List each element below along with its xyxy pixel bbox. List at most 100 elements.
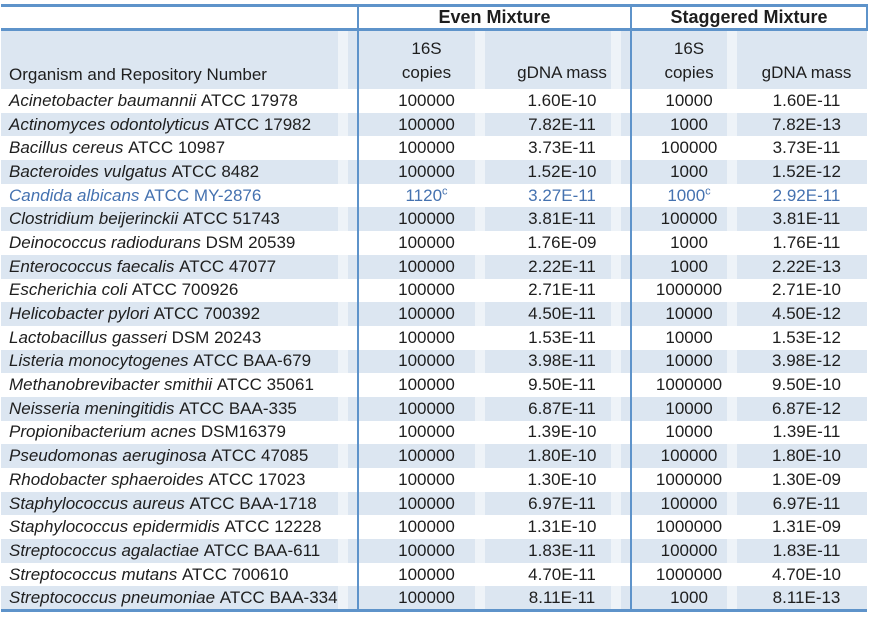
copies-header-line2: copies [664, 63, 714, 82]
organism-group-header-spacer [1, 4, 358, 31]
staggered-16s-copies-value: 1000 [670, 161, 708, 181]
even-gdna-mass-cell: 1.30E-10 [494, 468, 631, 492]
organism-repository-number: ATCC 8482 [171, 161, 260, 181]
staggered-16s-copies-value: 1000000 [655, 469, 723, 489]
organism-repository-number: ATCC 700926 [131, 280, 239, 300]
even-16s-copies-cell: 100000 [357, 231, 494, 255]
even-gdna-mass-cell: 3.98E-11 [494, 349, 632, 374]
even-gdna-mass-cell: 9.50E-11 [494, 373, 631, 397]
even-16s-copies-cell: 100000 [357, 468, 494, 492]
even-16s-copies-value: 100000 [398, 90, 455, 110]
staggered-mixture-group-header: Staggered Mixture [630, 4, 869, 31]
even-gdna-mass-cell: 1.76E-09 [494, 231, 631, 255]
even-16s-copies-value: 100000 [398, 209, 455, 229]
organism-column-header: Organism and Repository Number [1, 29, 358, 89]
even-16s-copies-cell: 1120c [357, 183, 494, 208]
even-mixture-group-header: Even Mixture [356, 4, 633, 31]
organism-cell: Candida albicans ATCC MY-2876 [1, 183, 358, 208]
table-body: Acinetobacter baumannii ATCC 17978 100000… [1, 89, 868, 612]
organism-species-name: Bacteroides vulgatus [9, 161, 167, 181]
organism-repository-number: ATCC 51743 [182, 209, 280, 229]
organism-species-name: Staphylococcus aureus [9, 493, 185, 513]
organism-repository-number: ATCC BAA-611 [203, 540, 321, 560]
even-gdna-mass-cell: 3.27E-11 [494, 183, 631, 208]
staggered-16s-copies-value: 1000000 [655, 517, 723, 537]
staggered-16s-copies-value: 1000 [670, 256, 708, 276]
even-gdna-mass-cell: 4.50E-11 [494, 302, 632, 326]
organism-cell: Acinetobacter baumannii ATCC 17978 [1, 89, 358, 113]
staggered-gdna-mass-cell: 1.39E-11 [772, 422, 841, 442]
staggered-16s-copies-value: 10000 [665, 327, 713, 347]
staggered-gdna-mass-cell: 6.97E-11 [746, 491, 868, 516]
even-16s-copies-cell: 100000 [357, 515, 494, 540]
staggered-16s-copies-cell: 1000c [630, 183, 747, 208]
organism-cell: Propionibacterium acnes DSM16379 [1, 420, 358, 445]
staggered-gdna-mass-cell: 1.52E-12 [746, 160, 868, 184]
organism-repository-number: ATCC 35061 [216, 375, 314, 395]
table-row: Propionibacterium acnes DSM16379 100000 1… [1, 420, 867, 445]
organism-repository-number: ATCC 47085 [211, 446, 309, 466]
organism-species-name: Candida albicans [9, 185, 140, 205]
copies-header-line1: 16S [673, 39, 705, 58]
organism-species-name: Streptococcus agalactiae [9, 540, 199, 560]
organism-species-name: Helicobacter pylori [9, 304, 149, 324]
organism-species-name: Streptococcus pneumoniae [9, 587, 216, 607]
staggered-16s-copies-cell: 1000000 [630, 515, 747, 540]
even-16s-copies-value: 100000 [398, 422, 455, 442]
staggered-gdna-mass-cell: 1.30E-09 [772, 469, 842, 489]
staggered-gdna-mass-cell: 8.11E-13 [746, 586, 868, 612]
staggered-gdna-mass-cell: 6.87E-12 [746, 396, 868, 421]
even-16s-copies-value: 100000 [398, 493, 455, 513]
even-16s-copies-column-header: 16S copies [357, 29, 494, 89]
table-row: Bacillus cereus ATCC 10987 100000 3.73E-1… [1, 136, 867, 161]
even-16s-copies-value: 100000 [398, 256, 455, 276]
even-16s-copies-cell: 100000 [357, 539, 494, 563]
organism-cell: Rhodobacter sphaeroides ATCC 17023 [1, 468, 358, 492]
even-16s-copies-cell: 100000 [357, 349, 494, 374]
staggered-16s-copies-cell: 1000000 [630, 278, 747, 303]
even-16s-copies-value: 100000 [398, 398, 455, 418]
organism-species-name: Methanobrevibacter smithii [9, 375, 213, 395]
organism-repository-number: ATCC 700610 [181, 564, 289, 584]
even-16s-copies-value: 100000 [398, 587, 455, 607]
organism-repository-number: ATCC 47077 [179, 256, 277, 276]
even-gdna-mass-column-header: gDNA mass [494, 29, 632, 89]
table-row: Listeria monocytogenes ATCC BAA-679 10000… [1, 349, 868, 374]
table-row: Lactobacillus gasseri DSM 20243 100000 1.… [1, 325, 867, 350]
organism-repository-number: ATCC BAA-679 [193, 351, 312, 371]
organism-species-name: Bacillus cereus [9, 138, 124, 158]
organism-species-name: Staphylococcus epidermidis [9, 517, 220, 537]
organism-cell: Actinomyces odontolyticus ATCC 17982 [1, 112, 358, 137]
table-row: Actinomyces odontolyticus ATCC 17982 1000… [1, 112, 868, 137]
staggered-gdna-mass-cell: 1.31E-09 [772, 517, 842, 537]
even-gdna-mass-cell: 1.39E-10 [494, 420, 631, 445]
even-16s-copies-value: 100000 [398, 517, 455, 537]
staggered-16s-copies-value: 1000 [667, 185, 706, 205]
staggered-gdna-mass-cell: 4.50E-12 [746, 302, 868, 326]
even-16s-copies-cell: 100000 [357, 160, 494, 184]
even-gdna-mass-cell: 1.52E-10 [494, 160, 632, 184]
staggered-gdna-mass-cell: 3.81E-11 [746, 207, 868, 232]
staggered-gdna-mass-cell: 4.70E-10 [772, 564, 842, 584]
table-row: Candida albicans ATCC MY-2876 1120c 3.27E… [1, 183, 867, 208]
organism-cell: Enterococcus faecalis ATCC 47077 [1, 254, 358, 279]
organism-repository-number: ATCC BAA-1718 [189, 493, 317, 513]
even-gdna-mass-cell: 1.83E-11 [494, 539, 632, 563]
table-row: Rhodobacter sphaeroides ATCC 17023 100000… [1, 468, 867, 492]
table-row: Deinococcus radiodurans DSM 20539 100000 … [1, 231, 867, 255]
footnote-marker: c [705, 184, 711, 197]
staggered-gdna-mass-cell: 1.60E-11 [772, 90, 841, 110]
table-row: Streptococcus pneumoniae ATCC BAA-334 100… [1, 586, 868, 612]
staggered-gdna-mass-cell: 3.98E-12 [746, 349, 868, 374]
even-16s-copies-cell: 100000 [357, 420, 494, 445]
staggered-16s-copies-value: 1000 [670, 232, 708, 252]
staggered-gdna-mass-cell: 2.71E-10 [772, 280, 842, 300]
even-16s-copies-cell: 100000 [357, 278, 494, 303]
organism-cell: Bacillus cereus ATCC 10987 [1, 136, 358, 160]
organism-cell: Streptococcus pneumoniae ATCC BAA-334 [1, 586, 358, 612]
organism-repository-number: ATCC MY-2876 [144, 185, 262, 205]
staggered-16s-copies-value: 10000 [665, 422, 713, 442]
organism-species-name: Actinomyces odontolyticus [9, 114, 210, 134]
column-header-row: Organism and Repository Number 16S copie… [1, 29, 868, 89]
table-row: Staphylococcus epidermidis ATCC 12228 100… [1, 515, 867, 540]
